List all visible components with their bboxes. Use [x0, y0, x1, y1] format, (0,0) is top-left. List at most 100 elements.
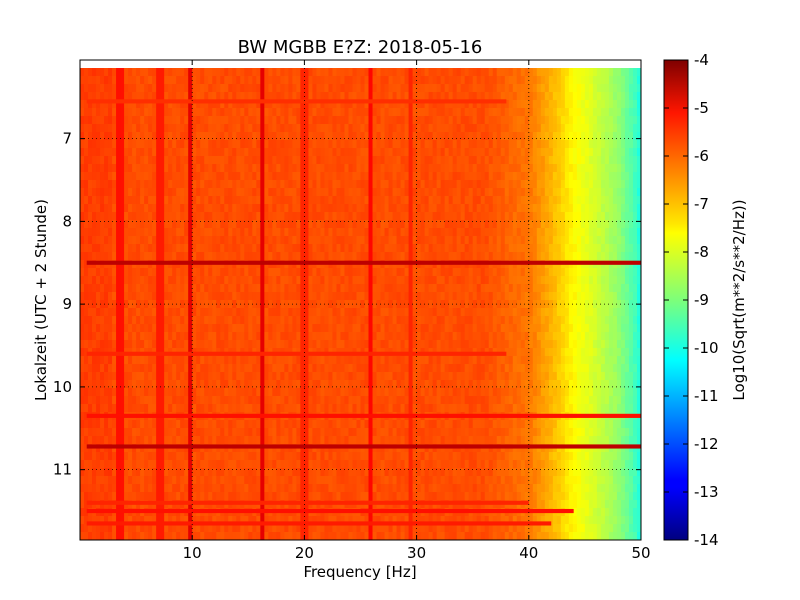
- heatmap-cell: [332, 68, 338, 77]
- heatmap-cell: [376, 220, 382, 229]
- heatmap-cell: [80, 116, 85, 125]
- heatmap-cell: [532, 172, 538, 181]
- heatmap-cell: [104, 196, 109, 205]
- heatmap-cell: [128, 100, 133, 109]
- heatmap-cell: [628, 116, 634, 125]
- heatmap-cell: [608, 196, 614, 205]
- heatmap-cell: [448, 188, 454, 197]
- heatmap-cell: [500, 244, 506, 253]
- heatmap-cell: [260, 100, 265, 109]
- heatmap-cell: [396, 340, 402, 349]
- heatmap-cell: [208, 252, 213, 261]
- heatmap-cell: [180, 268, 185, 277]
- heatmap-cell: [116, 204, 121, 213]
- heatmap-cell: [512, 84, 518, 93]
- heatmap-cell: [172, 76, 177, 85]
- heatmap-cell: [296, 244, 301, 253]
- heatmap-cell: [228, 84, 233, 93]
- heatmap-cell: [196, 108, 201, 117]
- heatmap-cell: [264, 76, 269, 85]
- heatmap-cell: [320, 132, 326, 141]
- heatmap-cell: [248, 252, 253, 261]
- heatmap-cell: [232, 76, 237, 85]
- heatmap-cell: [472, 244, 478, 253]
- heatmap-cell: [352, 116, 358, 125]
- heatmap-cell: [428, 84, 434, 93]
- heatmap-cell: [464, 196, 470, 205]
- heatmap-cell: [500, 164, 506, 173]
- heatmap-cell: [128, 228, 133, 237]
- heatmap-cell: [284, 284, 289, 293]
- heatmap-cell: [416, 140, 422, 149]
- heatmap-cell: [568, 148, 574, 157]
- heatmap-cell: [292, 276, 297, 285]
- heatmap-cell: [196, 300, 201, 309]
- heatmap-cell: [572, 324, 578, 333]
- heatmap-cell: [508, 188, 514, 197]
- heatmap-cell: [164, 92, 169, 101]
- heatmap-cell: [280, 172, 285, 181]
- heatmap-cell: [340, 324, 346, 333]
- heatmap-cell: [400, 204, 406, 213]
- heatmap-cell: [100, 340, 105, 349]
- heatmap-cell: [280, 188, 285, 197]
- heatmap-cell: [336, 124, 342, 133]
- heatmap-cell: [404, 124, 410, 133]
- heatmap-cell: [440, 84, 446, 93]
- heatmap-cell: [340, 132, 346, 141]
- heatmap-cell: [204, 188, 209, 197]
- heatmap-cell: [520, 116, 526, 125]
- heatmap-cell: [508, 228, 514, 237]
- heatmap-cell: [216, 92, 221, 101]
- heatmap-cell: [408, 116, 414, 125]
- heatmap-cell: [568, 340, 574, 349]
- heatmap-cell: [324, 244, 330, 253]
- heatmap-cell: [228, 180, 233, 189]
- heatmap-cell: [144, 244, 149, 253]
- heatmap-cell: [352, 324, 358, 333]
- heatmap-cell: [280, 84, 285, 93]
- heatmap-cell: [504, 332, 510, 341]
- heatmap-cell: [396, 116, 402, 125]
- heatmap-cell: [448, 220, 454, 229]
- heatmap-cell: [140, 68, 145, 77]
- heatmap-cell: [592, 124, 598, 133]
- heatmap-cell: [280, 164, 285, 173]
- heatmap-cell: [356, 308, 362, 317]
- heatmap-cell: [488, 84, 494, 93]
- heatmap-cell: [152, 300, 157, 309]
- heatmap-cell: [332, 76, 338, 85]
- heatmap-cell: [632, 116, 638, 125]
- heatmap-cell: [436, 292, 442, 301]
- heatmap-cell: [272, 292, 277, 301]
- heatmap-cell: [544, 324, 550, 333]
- heatmap-cell: [568, 292, 574, 301]
- heatmap-cell: [364, 68, 370, 77]
- heatmap-cell: [604, 316, 610, 325]
- heatmap-cell: [524, 316, 530, 325]
- heatmap-cell: [432, 124, 438, 133]
- heatmap-cell: [468, 132, 474, 141]
- heatmap-cell: [504, 116, 510, 125]
- heatmap-cell: [172, 100, 177, 109]
- heatmap-cell: [548, 292, 554, 301]
- heatmap-cell: [140, 268, 145, 277]
- heatmap-cell: [360, 100, 366, 109]
- heatmap-cell: [544, 116, 550, 125]
- heatmap-cell: [476, 212, 482, 221]
- heatmap-cell: [156, 172, 161, 181]
- heatmap-cell: [408, 316, 414, 325]
- heatmap-cell: [120, 340, 125, 349]
- heatmap-cell: [412, 252, 418, 261]
- heatmap-cell: [628, 188, 634, 197]
- heatmap-cell: [576, 180, 582, 189]
- heatmap-cell: [152, 140, 157, 149]
- heatmap-cell: [216, 236, 221, 245]
- heatmap-cell: [188, 284, 193, 293]
- heatmap-cell: [92, 164, 97, 173]
- heatmap-cell: [568, 276, 574, 285]
- heatmap-cell: [480, 124, 486, 133]
- heatmap-cell: [388, 172, 394, 181]
- heatmap-cell: [200, 244, 205, 253]
- heatmap-cell: [220, 100, 225, 109]
